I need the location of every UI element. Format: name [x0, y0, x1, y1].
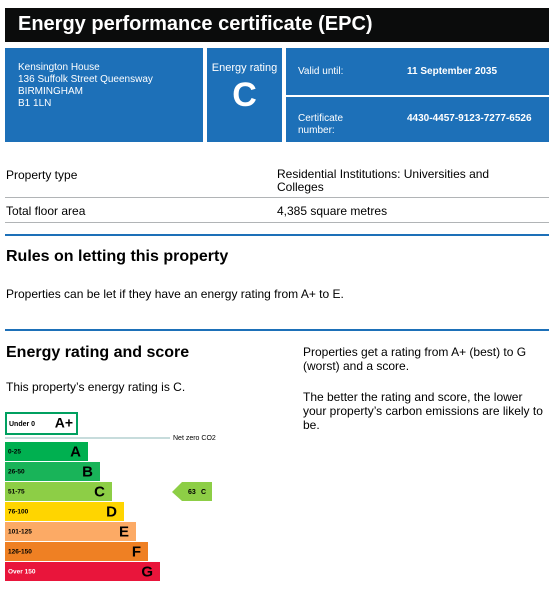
header-bar [5, 8, 549, 42]
page-title: Energy performance certificate (EPC) [18, 13, 373, 35]
band-letter: A+ [55, 415, 73, 431]
band [5, 482, 112, 501]
band [5, 502, 124, 521]
section-text: This property’s energy rating is C. [6, 380, 186, 394]
band-range: 101-125 [8, 529, 32, 536]
valid-value: 11 September 2035 [407, 66, 498, 77]
band [5, 442, 88, 461]
address: Kensington House 136 Suffolk Street Quee… [18, 62, 153, 110]
section-text: Properties can be let if they have an en… [6, 287, 344, 301]
current-rating-pointer [172, 482, 212, 501]
address-box [5, 48, 203, 142]
net-zero-label: Net zero CO2 [173, 435, 216, 442]
rating-box: Energy rating C [207, 48, 282, 142]
band [5, 412, 78, 435]
band-letter: C [94, 483, 105, 500]
divider [5, 222, 549, 223]
address-line: BIRMINGHAM [18, 86, 83, 97]
band [5, 522, 136, 541]
valid-box [286, 48, 549, 95]
certificate-label: Certificate number: [298, 113, 344, 136]
band-range: Under 0 [9, 421, 35, 428]
divider [5, 197, 549, 198]
rating-scale: Under 0 A+ Net zero CO2 0-25 A 26-50 B 51-75 C 76… [5, 412, 216, 581]
address-line: B1 1LN [18, 98, 52, 109]
current-rating: C [201, 489, 206, 496]
certificate-value: 4430-4457-9123-7277-6526 [407, 113, 532, 124]
band-range: 51-75 [8, 489, 25, 496]
address-line: Kensington House [18, 62, 100, 73]
rating-letter: C [232, 76, 257, 114]
band-letter: F [132, 543, 141, 560]
section-heading: Rules on letting this property [6, 248, 229, 265]
rating-label: Energy rating [211, 62, 278, 74]
band [5, 462, 100, 481]
band-letter: E [119, 523, 129, 540]
valid-label: Valid until: [298, 66, 344, 77]
band-range: 126-150 [8, 549, 32, 556]
band-range: 26-50 [8, 469, 25, 476]
band-letter: A [70, 443, 81, 460]
property-value: Residential Institutions: Universities a… [277, 167, 490, 194]
band-letter: B [82, 463, 93, 480]
band-range: Over 150 [8, 569, 36, 576]
note: Properties get a rating from A+ (best) t… [303, 345, 527, 373]
section-heading: Energy rating and score [6, 344, 190, 361]
band-letter: G [141, 563, 153, 580]
band-range: 0-25 [8, 449, 21, 456]
band [5, 562, 160, 581]
certificate-box [286, 97, 549, 142]
section-rule [5, 329, 549, 331]
band [5, 542, 148, 561]
note: The better the rating and score, the low… [303, 390, 543, 432]
property-value: 4,385 square metres [277, 204, 388, 218]
band-letter: D [106, 503, 117, 520]
current-score: 63 [188, 489, 196, 496]
property-label: Total floor area [6, 204, 86, 218]
section-rule [5, 234, 549, 236]
address-line: 136 Suffolk Street Queensway [18, 74, 153, 85]
band-range: 76-100 [8, 509, 29, 516]
property-label: Property type [6, 168, 78, 182]
